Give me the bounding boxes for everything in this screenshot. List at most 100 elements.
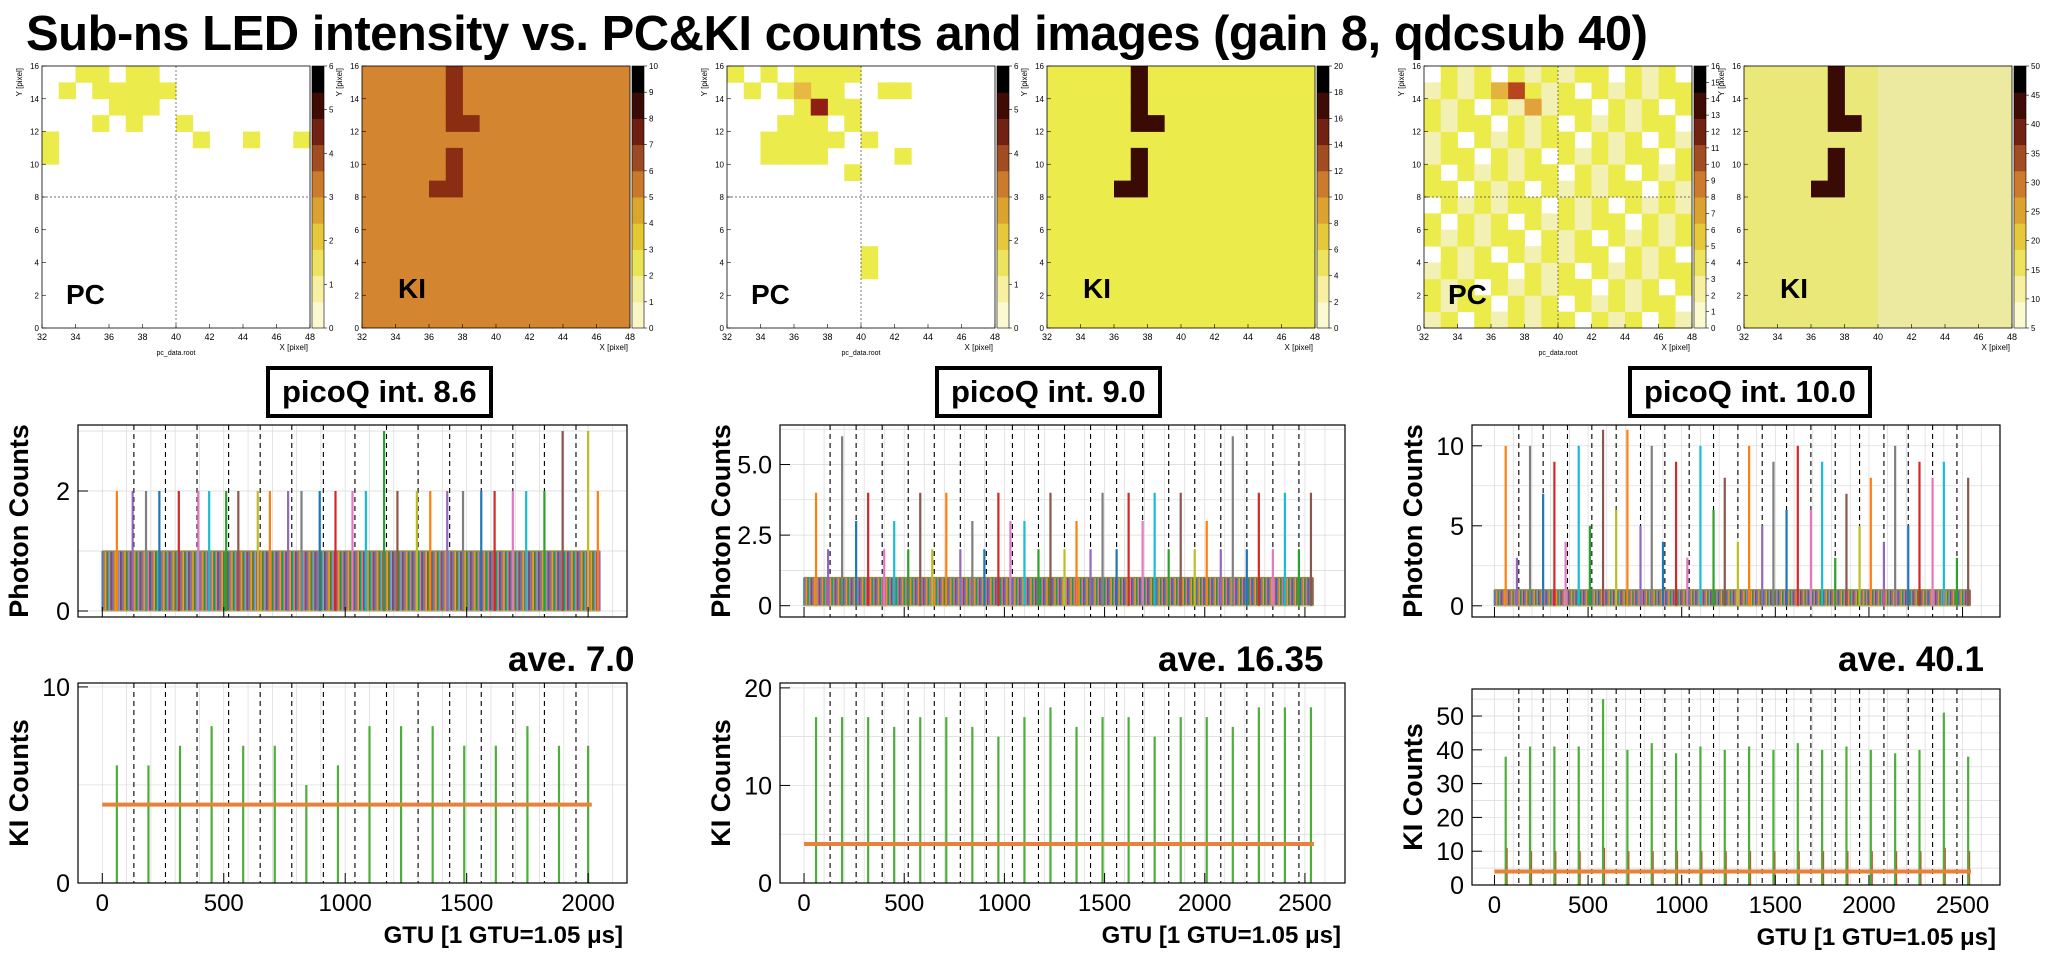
group1-ki-map-colorscale-tick-label: 5 [649,193,654,202]
group3-pc-map-pixel [1625,180,1643,198]
group3-pc-map-file-label: pc_data.root [1539,350,1578,357]
group1-pc-map-pixel [125,66,143,83]
group3-pc-map-pixel [1541,229,1559,247]
group3-ki-map-y-tick-label: 10 [1732,160,1741,169]
group2-pc-map-colorscale-tick-label: 5 [1014,106,1019,115]
group2-ki-map-colorscale-step [1317,66,1329,93]
group3-pc-map-pixel [1625,66,1643,83]
group3-pc-map-pixel [1424,278,1442,296]
group3-pc-map-pixel [1608,82,1626,100]
group1-ki-chart-y-tick-label: 10 [42,674,70,702]
group3-pc-map-pixel [1457,229,1475,247]
group2-ki-map-x-tick-label: 44 [1243,332,1253,342]
group2-pc-map-pixel [743,82,761,100]
group2-pc-map-pixel [844,164,862,182]
group3-pc-map-pixel [1491,197,1509,214]
group2-pc-map-colorscale-step [997,223,1009,250]
group3-pc-map-pixel [1541,180,1559,198]
group3-pc-map-x-tick-label: 42 [1586,332,1596,342]
group3-pc-map-pixel [1491,278,1509,296]
group3-pc-map-pixel [1524,82,1542,100]
group3-pc-map-pixel [1424,82,1442,100]
group1-ki-map-label: KI [398,273,426,304]
group1-ki-map-colorscale-step [632,275,644,303]
group1-ki-map-colorscale-tick-label: 10 [649,62,658,71]
group2-pc-map-y-tick-label: 6 [720,226,725,235]
group3-pc-map-pixel [1558,262,1576,280]
group1-ki-map-colorscale-tick-label: 7 [649,141,654,150]
group3-ki-map-colorscale-step [2014,223,2026,250]
group2-pc-map-pixel [827,131,845,149]
group2-pc-map-colorscale-step [997,197,1009,224]
group3-pc-map-colorscale-tick-label: 11 [1711,144,1720,153]
group3-ki-map-pixel [1827,180,1845,198]
group3-pc-map-pixel [1591,147,1609,165]
group3-ki-map-pixel [1827,147,1845,165]
group2-ki-map-colorscale-tick-label: 16 [1334,114,1343,123]
group3-pc-map-x-tick-label: 38 [1519,332,1529,342]
group3-ki-map-pixel [1827,164,1845,182]
group1-ki-map-pixel [462,115,480,132]
group1-pc-map-pixel [125,98,143,116]
group3-pc-map-pixel [1658,180,1676,198]
group3-ki-map-colorscale-step [2014,275,2026,303]
group2-ki-map-y-tick-label: 0 [1040,324,1045,333]
group3-pc-map-x-tick-label: 46 [1653,332,1663,342]
group3-pc-map-pixel [1507,66,1525,83]
group1-pc-map-colorscale-step [312,275,324,303]
group2-ki-map-background [1047,66,1315,328]
group1-pc-map-pixel [159,82,177,100]
group1-ki-map-colorscale-tick-label: 0 [649,324,654,333]
group3-pc-map-pixel [1625,98,1643,116]
group1-ki-chart-x-title: GTU [1 GTU=1.05 μs] [384,922,623,949]
group3-pc-map-pixel [1641,82,1659,100]
group3-pc-map-pixel [1491,131,1509,149]
group1-ki-chart: 0 10 0 500 1000 1500 2000 KI Counts GTU [1 GTU=1… [4,674,628,949]
picoq-label-2: picoQ int. 9.0 [935,366,1162,418]
group3-ki-chart-y-tick-label: 20 [1436,804,1464,832]
group3-pc-map-pixel [1491,180,1509,198]
group3-pc-map-pixel [1591,115,1609,132]
group3-pc-map-colorscale-tick-label: 13 [1711,111,1720,120]
group3-pc-map-colorscale-tick-label: 3 [1711,275,1716,284]
group3-pc-map-pixel [1424,115,1442,132]
group2-ki-map-y-tick-label: 6 [1040,226,1045,235]
group1-pc-map-colorscale-tick-label: 4 [329,149,334,158]
group3-pc-map-pixel [1608,278,1626,296]
group1-pc-map-pixel [176,115,194,132]
group3-pc-map-y-title: Y [pixel] [1397,68,1406,96]
group3-pc-map-colorscale-tick-label: 12 [1711,128,1720,137]
group3-pc-chart-y-tick-label: 0 [1450,593,1464,621]
group3-pc-map-pixel [1541,311,1559,329]
group3-pc-map-pixel [1440,278,1458,296]
group3-pc-map-pixel [1608,115,1626,132]
group1-pc-map-y-title: Y [pixel] [15,68,24,96]
group3-pc-map-pixel [1474,262,1492,280]
group3-ki-map-x-tick-label: 40 [1873,332,1883,342]
group3-pc-map-pixel [1558,229,1576,247]
group3-pc-map-pixel [1457,295,1475,313]
group3-pc-map-pixel [1675,311,1693,329]
group2-pc-map-colorscale-step [997,118,1009,146]
group3-ki-map-x-tick-label: 48 [2007,332,2017,342]
group3-pc-map-colorscale-tick-label: 0 [1711,324,1716,333]
group3-pc-map-pixel [1507,147,1525,165]
group1-pc-map-pixel [125,115,143,132]
group3-pc-map-pixel [1524,164,1542,182]
group3-ki-map-y-tick-label: 2 [1737,291,1742,300]
group2-pc-map-pixel [827,66,845,83]
group2-ki-map-pixel [1130,115,1148,132]
group3-pc-map-pixel [1608,147,1626,165]
group3-pc-map-pixel [1424,98,1442,116]
group3-pc-map-pixel [1424,311,1442,329]
group2-pc-map-y-tick-label: 12 [715,128,724,137]
group3-pc-map-pixel [1641,197,1659,214]
group1-pc-map-x-tick-label: 38 [137,332,147,342]
group3-pc-map-pixel [1574,213,1592,231]
group2-pc-map-pixel [810,98,828,116]
group3-pc-map-pixel [1541,115,1559,132]
group3-pc-map-pixel [1558,213,1576,231]
group1-pc-map-x-tick-label: 48 [305,332,315,342]
group3-pc-map-pixel [1507,164,1525,182]
group3-pc-map-pixel [1457,164,1475,182]
